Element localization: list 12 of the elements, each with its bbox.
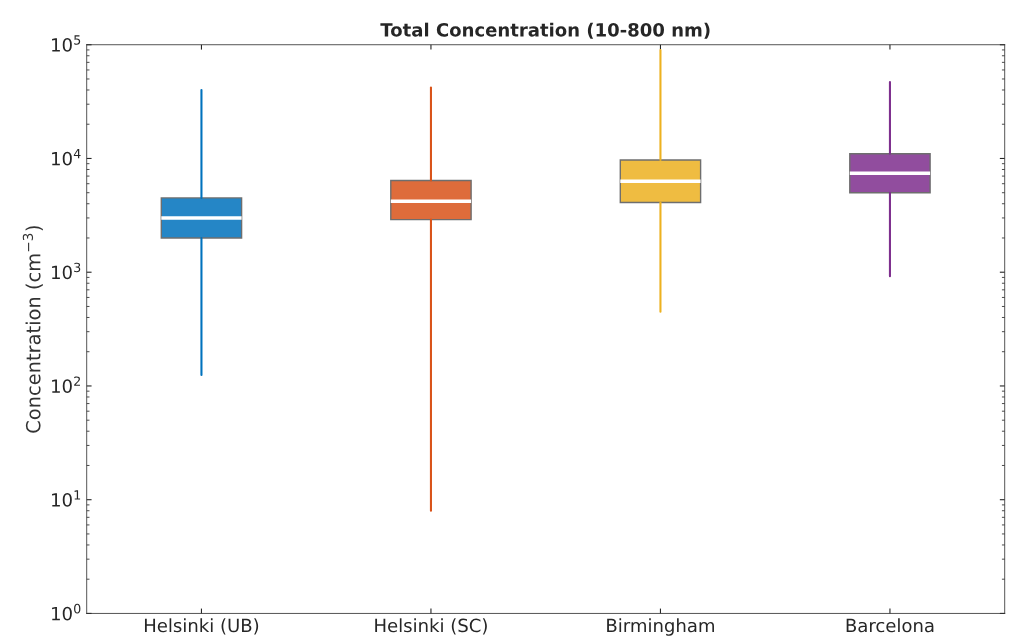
x-tick-label: Birmingham bbox=[607, 618, 714, 636]
y-tick-label: 10$^{3}$ bbox=[52, 262, 81, 280]
x-tick-label: Helsinki (UB) bbox=[144, 618, 259, 635]
x-tick-label: Helsinki (SC) bbox=[375, 618, 487, 635]
y-tick-label: 10$^{0}$ bbox=[52, 603, 81, 621]
y-tick-label: 10$^{2}$ bbox=[52, 376, 80, 393]
y-tick-label: 10$^{1}$ bbox=[52, 490, 81, 507]
chart-title: Total Concentration (10-800 nm) bbox=[380, 22, 710, 39]
y-tick-label: 10$^{5}$ bbox=[52, 35, 81, 52]
x-tick-label: Barcelona bbox=[846, 618, 934, 633]
y-tick-label: 10$^{4}$ bbox=[52, 149, 81, 166]
y-axis-title: Concentration (cm$^{−3}$) bbox=[22, 226, 43, 433]
